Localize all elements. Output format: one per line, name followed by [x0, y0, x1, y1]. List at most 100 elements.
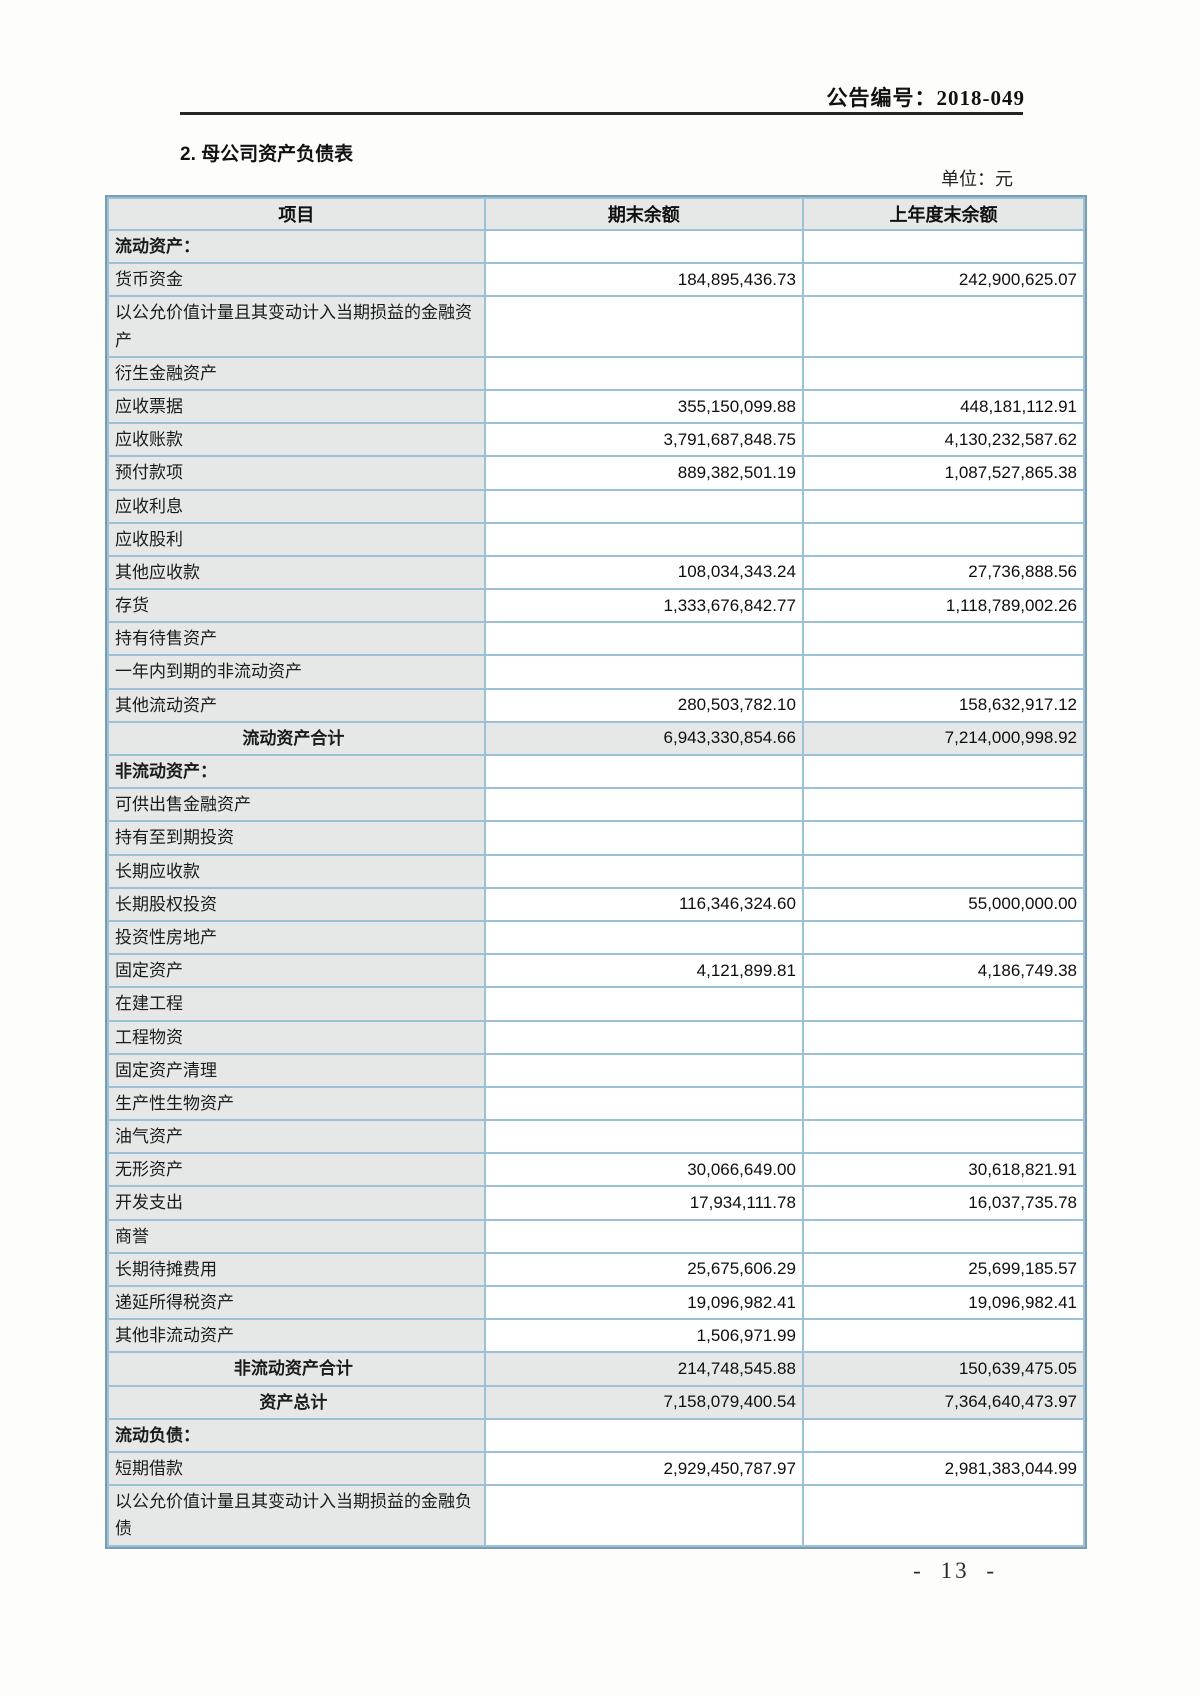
current-value-cell: 889,382,501.19: [483, 455, 804, 491]
prior-value-cell: 55,000,000.00: [801, 886, 1086, 922]
current-value-cell: 25,675,606.29: [483, 1251, 804, 1288]
item-cell: 固定资产清理: [107, 1052, 486, 1088]
prior-value-cell: [801, 228, 1086, 265]
item-cell: 非流动资产：: [107, 753, 486, 790]
table-row: 存货 1,333,676,842.77 1,118,789,002.26: [107, 588, 1086, 624]
item-cell: 长期应收款: [107, 853, 486, 889]
prior-value-cell: [801, 355, 1086, 391]
table-header-row: 项目 期末余额 上年度末余额: [107, 197, 1086, 231]
item-cell: 在建工程: [107, 986, 486, 1022]
table-row: 可供出售金融资产: [107, 787, 1086, 823]
item-cell: 递延所得税资产: [107, 1284, 486, 1321]
table-row: 长期股权投资 116,346,324.60 55,000,000.00: [107, 886, 1086, 922]
item-cell: 工程物资: [107, 1019, 486, 1055]
prior-value-cell: [801, 1119, 1086, 1155]
item-cell: 油气资产: [107, 1119, 486, 1155]
current-value-cell: [483, 820, 804, 856]
prior-value-cell: [801, 853, 1086, 889]
table-row: 非流动资产：: [107, 753, 1086, 790]
current-value-cell: 4,121,899.81: [483, 953, 804, 989]
prior-value-cell: 242,900,625.07: [801, 262, 1086, 298]
table-row: 递延所得税资产 19,096,982.41 19,096,982.41: [107, 1284, 1086, 1321]
current-value-cell: 280,503,782.10: [483, 687, 804, 723]
item-cell: 可供出售金融资产: [107, 787, 486, 823]
current-value-cell: [483, 753, 804, 790]
prior-value-cell: 7,364,640,473.97: [801, 1384, 1086, 1420]
header-rule: [180, 112, 1023, 115]
table-row: 流动负债：: [107, 1417, 1086, 1453]
current-value-cell: 184,895,436.73: [483, 262, 804, 298]
prior-value-cell: 150,639,475.05: [801, 1351, 1086, 1387]
prior-value-cell: [801, 919, 1086, 956]
item-cell: 长期股权投资: [107, 886, 486, 922]
prior-value-cell: [801, 295, 1086, 358]
prior-value-cell: [801, 1318, 1086, 1354]
current-value-cell: [483, 1052, 804, 1088]
item-cell: 流动资产：: [107, 228, 486, 265]
current-value-cell: 1,506,971.99: [483, 1318, 804, 1354]
table-row: 工程物资: [107, 1019, 1086, 1055]
prior-value-cell: [801, 521, 1086, 557]
item-cell: 短期借款: [107, 1450, 486, 1487]
item-cell: 持有至到期投资: [107, 820, 486, 856]
current-value-cell: 3,791,687,848.75: [483, 422, 804, 458]
table-row: 应收利息: [107, 488, 1086, 524]
table-row: 一年内到期的非流动资产: [107, 654, 1086, 690]
prior-value-cell: 1,087,527,865.38: [801, 455, 1086, 491]
table-row: 其他非流动资产 1,506,971.99: [107, 1318, 1086, 1354]
current-value-cell: [483, 1484, 804, 1547]
item-cell: 一年内到期的非流动资产: [107, 654, 486, 690]
item-cell: 非流动资产合计: [107, 1351, 486, 1387]
current-value-cell: 108,034,343.24: [483, 554, 804, 591]
table-row: 其他应收款 108,034,343.24 27,736,888.56: [107, 554, 1086, 591]
table-row: 衍生金融资产: [107, 355, 1086, 391]
unit-label: 单位：元: [941, 169, 1013, 189]
current-value-cell: [483, 488, 804, 524]
table-row: 货币资金 184,895,436.73 242,900,625.07: [107, 262, 1086, 298]
current-value-cell: [483, 621, 804, 657]
prior-value-cell: 2,981,383,044.99: [801, 1450, 1086, 1487]
table-row: 油气资产: [107, 1119, 1086, 1155]
table-row: 开发支出 17,934,111.78 16,037,735.78: [107, 1185, 1086, 1221]
current-value-cell: 214,748,545.88: [483, 1351, 804, 1387]
item-cell: 流动资产合计: [107, 720, 486, 757]
item-cell: 生产性生物资产: [107, 1085, 486, 1122]
prior-value-cell: 158,632,917.12: [801, 687, 1086, 723]
table-row: 应收股利: [107, 521, 1086, 557]
prior-value-cell: [801, 488, 1086, 524]
prior-value-cell: [801, 1218, 1086, 1254]
table-row: 固定资产 4,121,899.81 4,186,749.38: [107, 953, 1086, 989]
table-row: 投资性房地产: [107, 919, 1086, 956]
current-value-cell: 2,929,450,787.97: [483, 1450, 804, 1487]
table-row: 资产总计 7,158,079,400.54 7,364,640,473.97: [107, 1384, 1086, 1420]
prior-value-cell: [801, 621, 1086, 657]
item-cell: 长期待摊费用: [107, 1251, 486, 1288]
prior-value-cell: [801, 654, 1086, 690]
current-value-cell: 30,066,649.00: [483, 1152, 804, 1188]
prior-value-cell: 27,736,888.56: [801, 554, 1086, 591]
current-value-cell: [483, 787, 804, 823]
prior-value-cell: 30,618,821.91: [801, 1152, 1086, 1188]
prior-value-cell: [801, 1052, 1086, 1088]
current-value-cell: 6,943,330,854.66: [483, 720, 804, 757]
balance-sheet-table: 项目 期末余额 上年度末余额 流动资产： 货币资金 184,895,436.73 24…: [107, 197, 1086, 1547]
table-row: 非流动资产合计 214,748,545.88 150,639,475.05: [107, 1351, 1086, 1387]
table-row: 应收账款 3,791,687,848.75 4,130,232,587.62: [107, 422, 1086, 458]
item-cell: 商誉: [107, 1218, 486, 1254]
prior-value-cell: 1,118,789,002.26: [801, 588, 1086, 624]
prior-value-cell: [801, 1085, 1086, 1122]
item-cell: 流动负债：: [107, 1417, 486, 1453]
item-cell: 应收票据: [107, 388, 486, 425]
current-value-cell: [483, 919, 804, 956]
table-row: 长期待摊费用 25,675,606.29 25,699,185.57: [107, 1251, 1086, 1288]
table-row: 预付款项 889,382,501.19 1,087,527,865.38: [107, 455, 1086, 491]
current-value-cell: [483, 521, 804, 557]
item-cell: 其他非流动资产: [107, 1318, 486, 1354]
item-cell: 应收账款: [107, 422, 486, 458]
item-cell: 衍生金融资产: [107, 355, 486, 391]
current-value-cell: [483, 1119, 804, 1155]
item-cell: 以公允价值计量且其变动计入当期损益的金融负债: [107, 1484, 486, 1547]
current-value-cell: 1,333,676,842.77: [483, 588, 804, 624]
current-value-cell: 7,158,079,400.54: [483, 1384, 804, 1420]
